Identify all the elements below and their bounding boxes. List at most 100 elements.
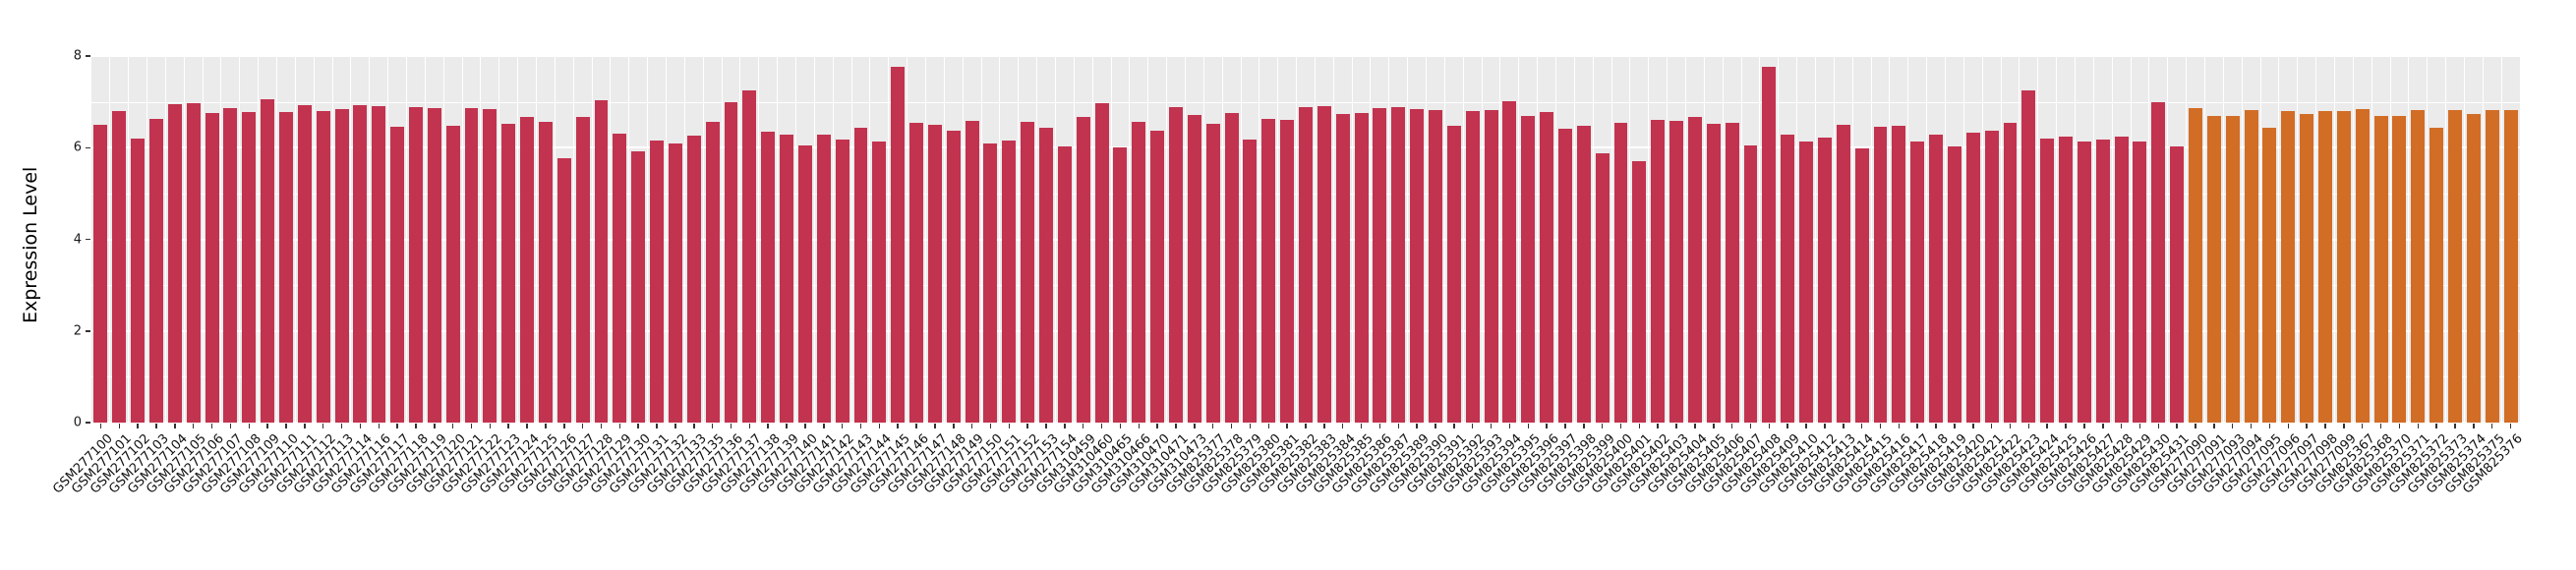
x-tick-mark bbox=[1527, 424, 1529, 428]
gridline-vertical bbox=[2241, 56, 2243, 423]
x-tick-mark bbox=[2379, 424, 2382, 428]
bar-GSM277113 bbox=[334, 108, 349, 423]
x-tick-mark bbox=[1008, 424, 1011, 428]
x-tick-mark bbox=[2120, 424, 2123, 428]
bar-GSM277117 bbox=[390, 127, 405, 423]
bar-GSM277099 bbox=[2336, 111, 2351, 423]
bar-GSM277143 bbox=[853, 128, 868, 423]
bar-GSM825412 bbox=[1817, 137, 1832, 423]
x-tick-mark bbox=[1990, 424, 1993, 428]
bar-GSM277138 bbox=[761, 131, 776, 423]
bar-GSM825396 bbox=[1540, 112, 1554, 423]
x-tick-mark bbox=[470, 424, 473, 428]
gridline-vertical bbox=[702, 56, 704, 423]
gridline-vertical bbox=[1685, 56, 1687, 423]
y-tick-mark bbox=[86, 146, 90, 148]
x-tick-mark bbox=[2324, 424, 2326, 428]
gridline-vertical bbox=[2500, 56, 2502, 423]
gridline-vertical bbox=[591, 56, 593, 423]
gridline-vertical bbox=[1110, 56, 1112, 423]
x-tick-mark bbox=[2138, 424, 2141, 428]
gridline-vertical bbox=[1240, 56, 1242, 423]
x-tick-mark bbox=[1657, 424, 1659, 428]
gridline-vertical bbox=[1796, 56, 1798, 423]
gridline-vertical bbox=[2186, 56, 2188, 423]
bar-GSM825422 bbox=[2003, 123, 2018, 423]
x-tick-mark bbox=[2157, 424, 2160, 428]
gridline-vertical bbox=[628, 56, 630, 423]
x-tick-mark bbox=[1416, 424, 1418, 428]
gridline-vertical bbox=[1370, 56, 1372, 423]
gridline-vertical bbox=[1426, 56, 1428, 423]
gridline-vertical bbox=[2037, 56, 2039, 423]
x-tick-mark bbox=[396, 424, 398, 428]
gridline-minor bbox=[91, 101, 2520, 103]
bar-GSM277150 bbox=[983, 143, 998, 423]
bar-GSM277152 bbox=[1021, 122, 1035, 423]
x-tick-mark bbox=[2306, 424, 2308, 428]
bar-GSM277094 bbox=[2244, 110, 2258, 423]
gridline-vertical bbox=[794, 56, 796, 423]
bar-GSM277128 bbox=[594, 99, 609, 423]
bar-GSM825384 bbox=[1335, 114, 1350, 423]
x-tick-mark bbox=[155, 424, 157, 428]
gridline-vertical bbox=[1851, 56, 1853, 423]
gridline-vertical bbox=[924, 56, 926, 423]
gridline-vertical bbox=[498, 56, 500, 423]
bar-GSM277137 bbox=[742, 90, 757, 423]
bar-GSM277132 bbox=[668, 143, 682, 423]
x-tick-mark bbox=[2473, 424, 2475, 428]
gridline-vertical bbox=[128, 56, 130, 423]
gridline-vertical bbox=[1648, 56, 1650, 423]
bar-GSM825374 bbox=[2466, 113, 2481, 423]
gridline-vertical bbox=[2445, 56, 2447, 423]
x-tick-mark bbox=[2176, 424, 2178, 428]
bar-GSM310459 bbox=[1076, 117, 1090, 423]
x-tick-mark bbox=[1843, 424, 1844, 428]
bar-GSM277121 bbox=[464, 108, 479, 423]
bar-GSM825405 bbox=[1706, 123, 1721, 423]
x-tick-mark bbox=[693, 424, 695, 428]
bar-GSM825407 bbox=[1743, 145, 1758, 423]
gridline-vertical bbox=[536, 56, 538, 423]
bar-GSM277102 bbox=[131, 138, 146, 423]
gridline-vertical bbox=[2333, 56, 2335, 423]
x-tick-mark bbox=[989, 424, 992, 428]
x-tick-mark bbox=[174, 424, 176, 428]
bar-GSM277110 bbox=[279, 112, 293, 423]
bar-GSM277118 bbox=[408, 107, 423, 423]
gridline-major bbox=[91, 55, 2520, 57]
x-tick-mark bbox=[878, 424, 881, 428]
bar-GSM825395 bbox=[1521, 115, 1536, 423]
x-tick-mark bbox=[285, 424, 287, 428]
y-tick-mark bbox=[86, 238, 90, 241]
plot-panel bbox=[91, 55, 2520, 424]
gridline-vertical bbox=[2056, 56, 2058, 423]
x-tick-mark bbox=[1935, 424, 1937, 428]
gridline-vertical bbox=[1537, 56, 1539, 423]
x-tick-mark bbox=[1675, 424, 1677, 428]
y-tick-label: 8 bbox=[73, 48, 82, 64]
x-tick-mark bbox=[563, 424, 565, 428]
gridline-vertical bbox=[1462, 56, 1464, 423]
x-tick-mark bbox=[1619, 424, 1622, 428]
gridline-vertical bbox=[721, 56, 723, 423]
gridline-vertical bbox=[424, 56, 426, 423]
gridline-vertical bbox=[2130, 56, 2132, 423]
bar-GSM825383 bbox=[1317, 105, 1331, 423]
gridline-vertical bbox=[610, 56, 612, 423]
gridline-vertical bbox=[1722, 56, 1724, 423]
x-tick-mark bbox=[1305, 424, 1307, 428]
bar-GSM277090 bbox=[2189, 107, 2202, 423]
gridline-vertical bbox=[1759, 56, 1761, 423]
gridline-vertical bbox=[2222, 56, 2224, 423]
bar-GSM825397 bbox=[1557, 129, 1572, 423]
gridline-vertical bbox=[2352, 56, 2354, 423]
gridline-vertical bbox=[962, 56, 964, 423]
bar-GSM825420 bbox=[1965, 132, 1980, 423]
bar-GSM277107 bbox=[223, 107, 238, 423]
gridline-vertical bbox=[1499, 56, 1501, 423]
gridline-vertical bbox=[888, 56, 890, 423]
x-tick-mark bbox=[1360, 424, 1363, 428]
x-tick-mark bbox=[1211, 424, 1214, 428]
